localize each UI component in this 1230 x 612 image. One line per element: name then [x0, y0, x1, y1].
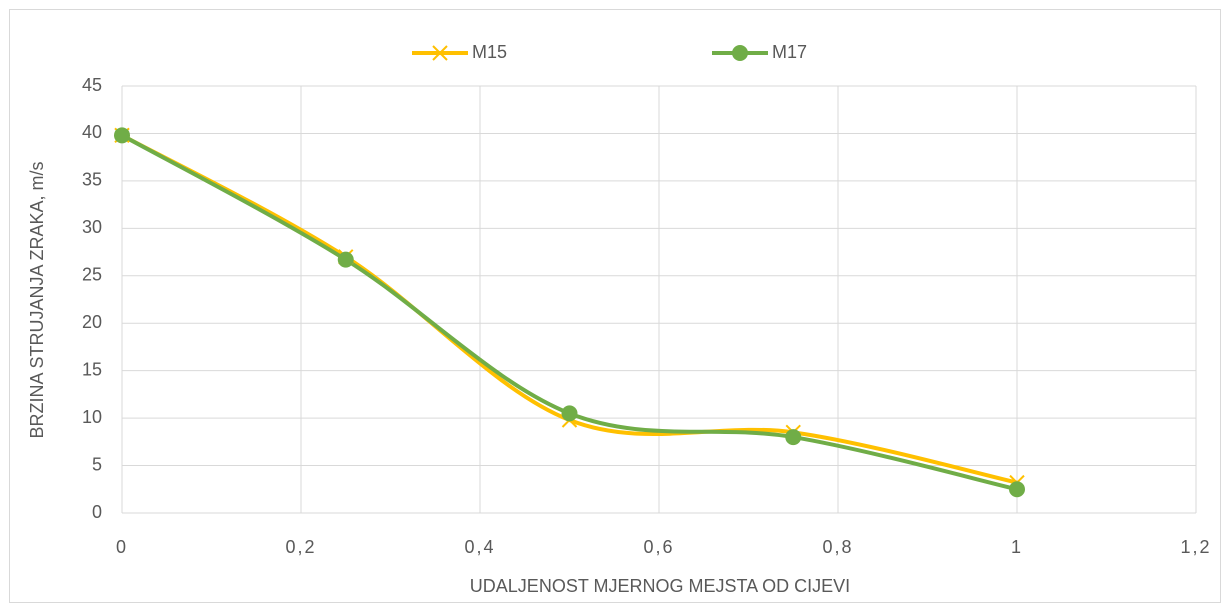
x-axis-label: UDALJENOST MJERNOG MEJSTA OD CIJEVI [470, 576, 850, 596]
x-tick-label: 0 [116, 537, 128, 557]
y-tick-label: 15 [82, 359, 102, 379]
legend-label: M17 [772, 42, 807, 62]
data-point [785, 429, 802, 446]
x-tick-label: 0,4 [464, 537, 495, 557]
legend-item: M15 [412, 42, 507, 62]
legend-marker [732, 45, 748, 61]
y-tick-label: 5 [92, 454, 102, 474]
data-point [337, 251, 354, 268]
chart-frame [9, 9, 1221, 603]
x-tick-label: 0,8 [822, 537, 853, 557]
y-tick-label: 25 [82, 265, 102, 285]
y-tick-label: 35 [82, 170, 102, 190]
y-tick-label: 0 [92, 502, 102, 522]
y-tick-label: 20 [82, 312, 102, 332]
y-tick-label: 40 [82, 122, 102, 142]
legend-label: M15 [472, 42, 507, 62]
y-tick-label: 10 [82, 407, 102, 427]
x-tick-label: 1 [1011, 537, 1023, 557]
data-point [1009, 481, 1025, 498]
y-tick-label: 45 [82, 75, 102, 95]
x-tick-label: 1,2 [1180, 537, 1211, 557]
y-tick-label: 30 [82, 217, 102, 237]
data-point [561, 405, 578, 422]
y-axis-label: BRZINA STRUJANJA ZRAKA, m/s [27, 161, 47, 438]
legend-marker-shape [432, 45, 448, 61]
x-tick-label: 0,6 [643, 537, 674, 557]
legend-marker [432, 45, 448, 61]
legend-item: M17 [712, 42, 807, 62]
x-tick-label: 0,2 [285, 537, 316, 557]
data-point [114, 127, 130, 144]
